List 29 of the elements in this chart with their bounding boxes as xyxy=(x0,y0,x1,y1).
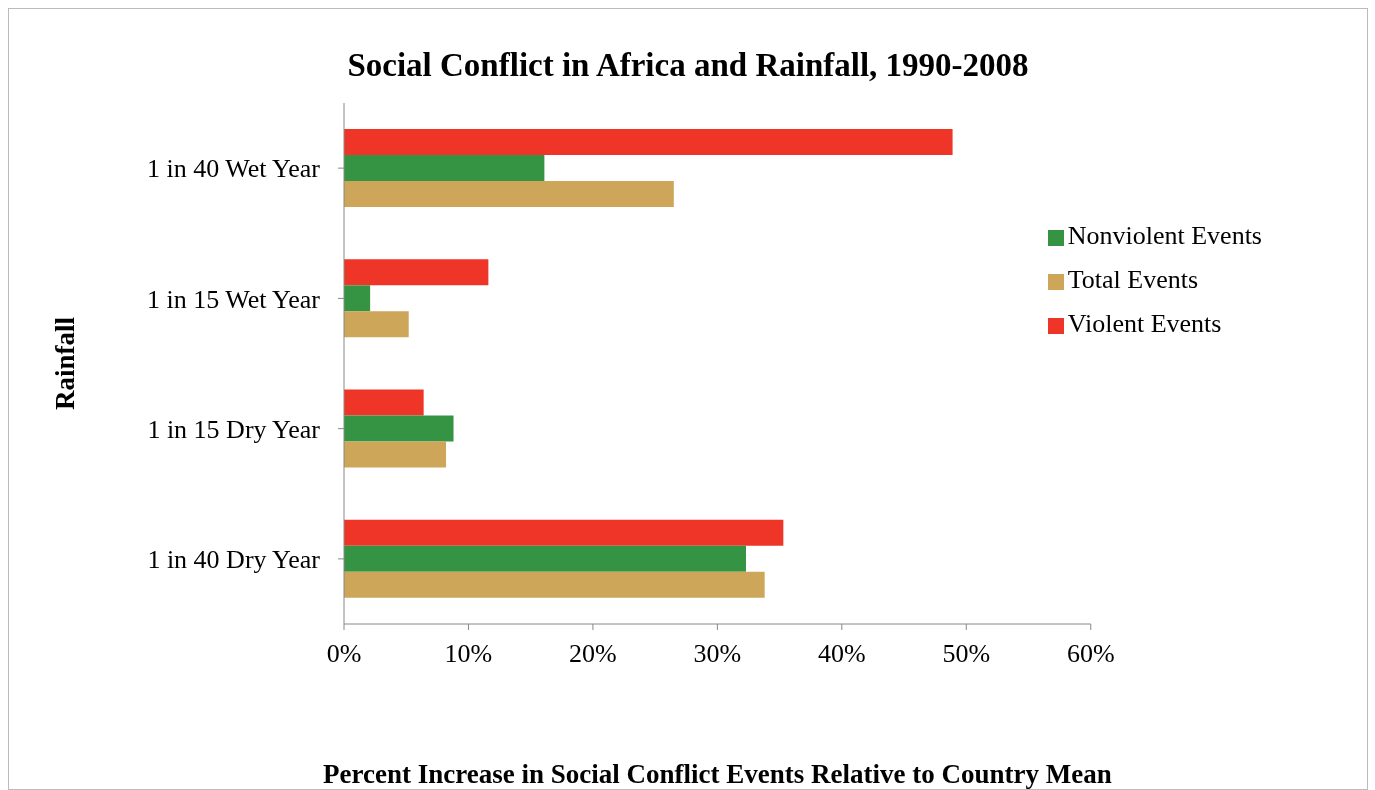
bar xyxy=(344,181,674,208)
bar xyxy=(344,441,447,468)
bar xyxy=(344,259,489,286)
legend-label: Nonviolent Events xyxy=(1067,221,1262,250)
bar xyxy=(344,311,409,338)
y-axis-title: Rainfall xyxy=(49,316,80,411)
y-tick-label: 1 in 15 Wet Year xyxy=(147,284,321,314)
bar xyxy=(344,519,784,546)
x-tick-label: 20% xyxy=(569,639,617,669)
x-tick-label: 60% xyxy=(1066,639,1115,669)
bar xyxy=(344,571,765,598)
legend-label: Violent Events xyxy=(1067,309,1222,338)
bar xyxy=(344,129,953,156)
x-tick-label: 30% xyxy=(693,639,742,669)
y-tick-label: 1 in 40 Dry Year xyxy=(147,545,321,575)
x-tick-label: 10% xyxy=(444,639,493,669)
x-axis-title: Percent Increase in Social Conflict Events Relative to Country Mean xyxy=(323,759,1112,789)
bar xyxy=(344,415,454,442)
bar xyxy=(344,155,545,182)
x-tick-label: 0% xyxy=(326,639,362,669)
chart-title: Social Conflict in Africa and Rainfall, 1990-2008 xyxy=(346,47,1030,84)
y-tick-label: 1 in 40 Wet Year xyxy=(147,154,321,184)
legend-label: Total Events xyxy=(1067,265,1199,294)
y-tick-label: 1 in 15 Dry Year xyxy=(147,414,321,444)
bar xyxy=(344,285,371,312)
bar xyxy=(344,545,746,572)
x-tick-label: 40% xyxy=(817,639,866,669)
x-tick-label: 50% xyxy=(942,639,991,669)
bar xyxy=(344,389,424,416)
